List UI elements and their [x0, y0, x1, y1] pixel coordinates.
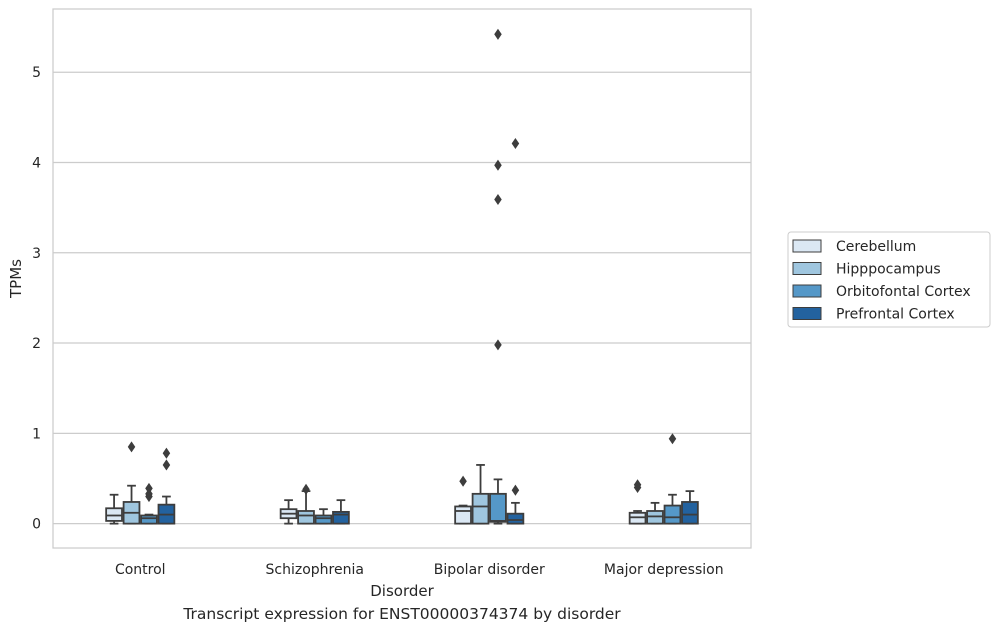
box-body [314, 514, 333, 525]
y-tick-label: 5 [32, 65, 41, 81]
box-hipppocampus [646, 501, 664, 525]
box-hipppocampus [122, 441, 141, 525]
box-prefrontal-cortex [681, 490, 699, 525]
box-body [140, 514, 158, 525]
box-prefrontal-cortex [506, 137, 525, 525]
outlier-point [511, 137, 520, 150]
box-hipppocampus [297, 483, 315, 525]
outlier-point [302, 483, 310, 495]
legend-label: Cerebellum [836, 239, 916, 255]
x-axis-ticks: Control Schizophrenia Bipolar disorder Majo… [115, 562, 724, 578]
box-cerebellum [279, 499, 298, 525]
outlier-point [494, 193, 502, 206]
box-body [681, 501, 699, 525]
box-body [471, 492, 490, 525]
x-axis-label: Disorder [370, 582, 434, 600]
box-plot-chart: 0 1 2 3 4 5 Control Schizophrenia Bipolar disor… [7, 8, 991, 600]
legend-label: Orbitofontal Cortex [836, 284, 971, 300]
legend-swatch [792, 284, 822, 298]
box-prefrontal-cortex [332, 499, 350, 525]
outlier-point [145, 482, 153, 494]
outlier-point [459, 475, 467, 487]
box-hipppocampus [471, 464, 490, 525]
outlier-point [494, 339, 502, 351]
outlier-point [668, 433, 677, 445]
x-tick-label: Bipolar disorder [434, 562, 545, 578]
y-axis-ticks: 0 1 2 3 4 5 [32, 65, 41, 532]
legend-swatch [792, 307, 822, 320]
box-body [506, 512, 525, 525]
y-tick-label: 0 [32, 517, 41, 533]
legend-swatch [792, 239, 822, 253]
box-body [663, 504, 682, 525]
legend: Cerebellum Hipppocampus Orbitofontal Corte… [787, 231, 991, 328]
box-orbitofontal-cortex [140, 482, 158, 525]
y-tick-label: 3 [32, 246, 41, 262]
legend-swatch [792, 262, 822, 275]
box-orbitofontal-cortex [489, 28, 507, 525]
box-prefrontal-cortex [157, 447, 176, 525]
box-orbitofontal-cortex [314, 508, 333, 525]
x-tick-label: Major depression [604, 562, 724, 578]
box-body [628, 511, 647, 525]
box-orbitofontal-cortex [663, 433, 682, 525]
y-tick-label: 2 [32, 336, 41, 352]
boxes-layer [105, 28, 699, 525]
outlier-point [162, 459, 171, 471]
legend-label: Hipppocampus [836, 262, 941, 278]
outlier-point [162, 447, 171, 459]
box-body [489, 492, 507, 523]
outlier-point [494, 28, 502, 40]
x-tick-label: Control [115, 562, 166, 578]
outlier-point [494, 159, 502, 171]
box-cerebellum [454, 475, 472, 525]
box-body [646, 510, 664, 525]
grid-lines [53, 71, 751, 525]
y-tick-label: 4 [32, 155, 41, 171]
box-cerebellum [628, 479, 647, 525]
figure-caption: Transcript expression for ENST0000037437… [183, 605, 621, 623]
legend-frame [787, 231, 991, 328]
legend-label: Prefrontal Cortex [836, 307, 955, 323]
outlier-point [633, 479, 642, 491]
box-cerebellum [105, 493, 123, 525]
box-body [332, 510, 350, 525]
outlier-point [511, 484, 520, 496]
box-body [454, 505, 472, 525]
box-body [105, 507, 123, 522]
plot-area-frame [52, 8, 752, 549]
y-axis-label: TPMs [7, 259, 25, 299]
x-tick-label: Schizophrenia [266, 562, 364, 578]
y-tick-label: 1 [32, 426, 41, 442]
box-body [297, 510, 315, 525]
outlier-point [127, 441, 136, 453]
